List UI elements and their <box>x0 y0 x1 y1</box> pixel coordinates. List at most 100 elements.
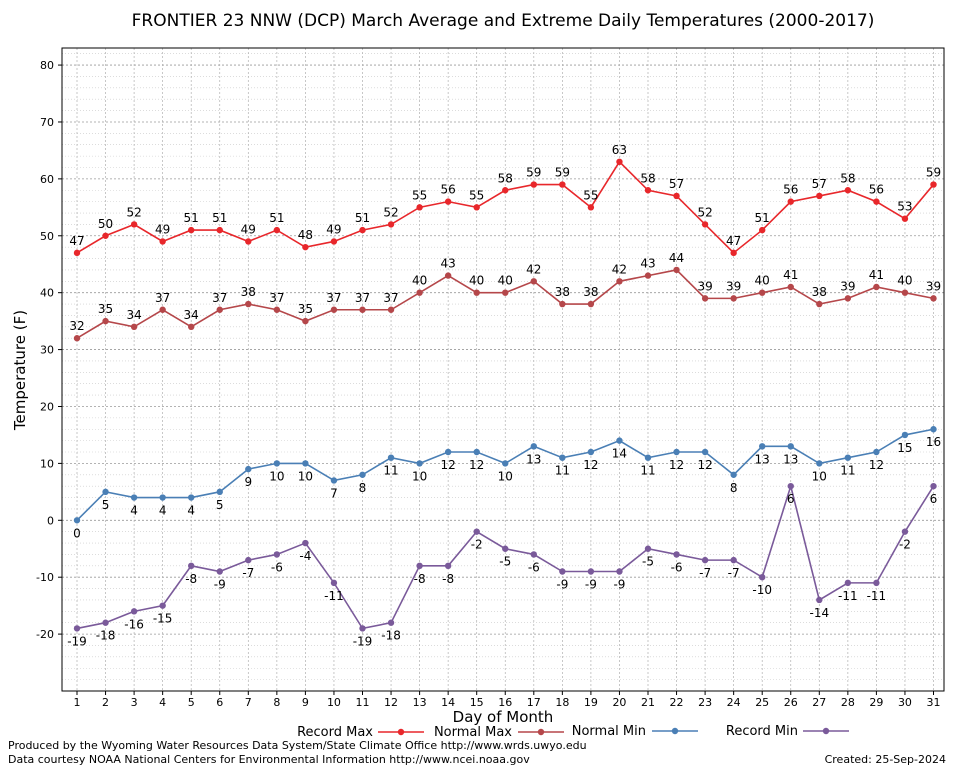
y-tick-label: 50 <box>40 230 54 243</box>
data-label: -6 <box>271 560 283 574</box>
x-tick-label: 24 <box>727 696 741 709</box>
data-point <box>644 454 652 461</box>
legend-marker <box>671 727 679 735</box>
x-tick-label: 14 <box>441 696 455 709</box>
data-point <box>359 471 366 478</box>
x-tick-label: 29 <box>869 696 883 709</box>
data-label: 55 <box>469 188 484 202</box>
data-point <box>359 306 366 313</box>
data-label: 49 <box>155 222 170 236</box>
data-point <box>901 431 909 439</box>
data-point <box>816 596 823 604</box>
data-point <box>530 551 537 558</box>
y-tick-label: 60 <box>40 173 54 186</box>
series-record-min: -19 -18 -16 -15 -8 -9 -7 -6 -4 -11 -19 -18 -8 -8 -2 -5 -… <box>67 482 938 648</box>
data-label: -8 <box>442 572 454 586</box>
data-point <box>102 488 109 496</box>
data-point <box>701 448 709 456</box>
data-point <box>188 226 195 234</box>
data-point <box>559 300 566 308</box>
data-label: 39 <box>697 279 712 293</box>
data-point <box>644 187 652 194</box>
legend-item-record-max: Record Max <box>297 725 424 740</box>
data-label: 42 <box>612 262 627 276</box>
data-point <box>930 426 937 433</box>
data-label: 38 <box>241 285 256 299</box>
data-label: 34 <box>126 308 141 322</box>
data-point <box>159 494 166 501</box>
data-label: -18 <box>96 629 116 643</box>
data-label: 37 <box>155 291 170 305</box>
data-point <box>130 221 138 228</box>
data-label: 48 <box>298 228 313 242</box>
x-tick-label: 22 <box>670 696 684 709</box>
grid <box>62 48 944 691</box>
data-point <box>130 608 138 615</box>
data-label: 51 <box>269 211 284 225</box>
data-label: 4 <box>159 504 167 518</box>
x-tick-label: 21 <box>641 696 655 709</box>
data-point <box>302 243 309 251</box>
legend: Record Max Normal Max Normal Min Record Min <box>297 724 849 740</box>
x-tick-label: 16 <box>498 696 512 709</box>
created-date: Created: 25-Sep-2024 <box>824 753 946 766</box>
data-label: -7 <box>728 566 740 580</box>
legend-label: Record Max <box>297 725 373 740</box>
data-point <box>245 465 252 473</box>
data-point <box>416 204 423 211</box>
data-label: 58 <box>640 171 655 185</box>
data-point <box>273 306 281 313</box>
data-point <box>644 272 652 279</box>
data-point <box>787 443 794 450</box>
data-point <box>387 306 395 313</box>
data-point <box>73 625 81 632</box>
x-tick-label: 8 <box>273 696 280 709</box>
data-label: 51 <box>355 211 370 225</box>
data-point <box>159 306 166 313</box>
x-axis-label: Day of Month <box>453 708 554 726</box>
data-point <box>930 295 937 302</box>
data-point <box>245 238 252 245</box>
data-label: 10 <box>812 469 827 483</box>
data-label: 47 <box>726 234 741 248</box>
x-tick-label: 7 <box>245 696 252 709</box>
data-point <box>873 579 880 587</box>
data-label: -4 <box>299 549 311 563</box>
data-label: 56 <box>441 183 456 197</box>
data-point <box>330 477 338 484</box>
x-tick-label: 20 <box>612 696 626 709</box>
data-label: 13 <box>783 452 798 466</box>
data-label: 6 <box>930 492 938 506</box>
x-tick-label: 27 <box>812 696 826 709</box>
data-point <box>387 221 395 228</box>
data-label: 16 <box>926 435 941 449</box>
data-point <box>273 551 281 558</box>
data-label: 41 <box>869 268 884 282</box>
data-label: 7 <box>330 486 338 500</box>
data-point <box>644 545 652 552</box>
data-label: 39 <box>726 279 741 293</box>
data-point <box>502 187 509 194</box>
x-tick-label: 26 <box>784 696 798 709</box>
data-point <box>816 192 823 200</box>
footer-credit-line-2: Data courtesy NOAA National Centers for … <box>8 753 530 766</box>
data-label: -9 <box>214 578 226 592</box>
data-label: 57 <box>812 177 827 191</box>
y-tick-label: 80 <box>40 59 54 72</box>
data-label: 5 <box>102 498 110 512</box>
x-tick-label: 31 <box>927 696 941 709</box>
data-point <box>759 226 766 234</box>
data-label: -2 <box>471 538 483 552</box>
data-label: 10 <box>498 469 513 483</box>
data-point <box>701 221 709 228</box>
data-label: -6 <box>528 560 540 574</box>
data-label: 11 <box>640 464 655 478</box>
data-point <box>616 158 623 166</box>
data-label: 40 <box>498 274 513 288</box>
data-point <box>616 278 623 285</box>
data-label: 41 <box>783 268 798 282</box>
data-label: 55 <box>412 188 427 202</box>
